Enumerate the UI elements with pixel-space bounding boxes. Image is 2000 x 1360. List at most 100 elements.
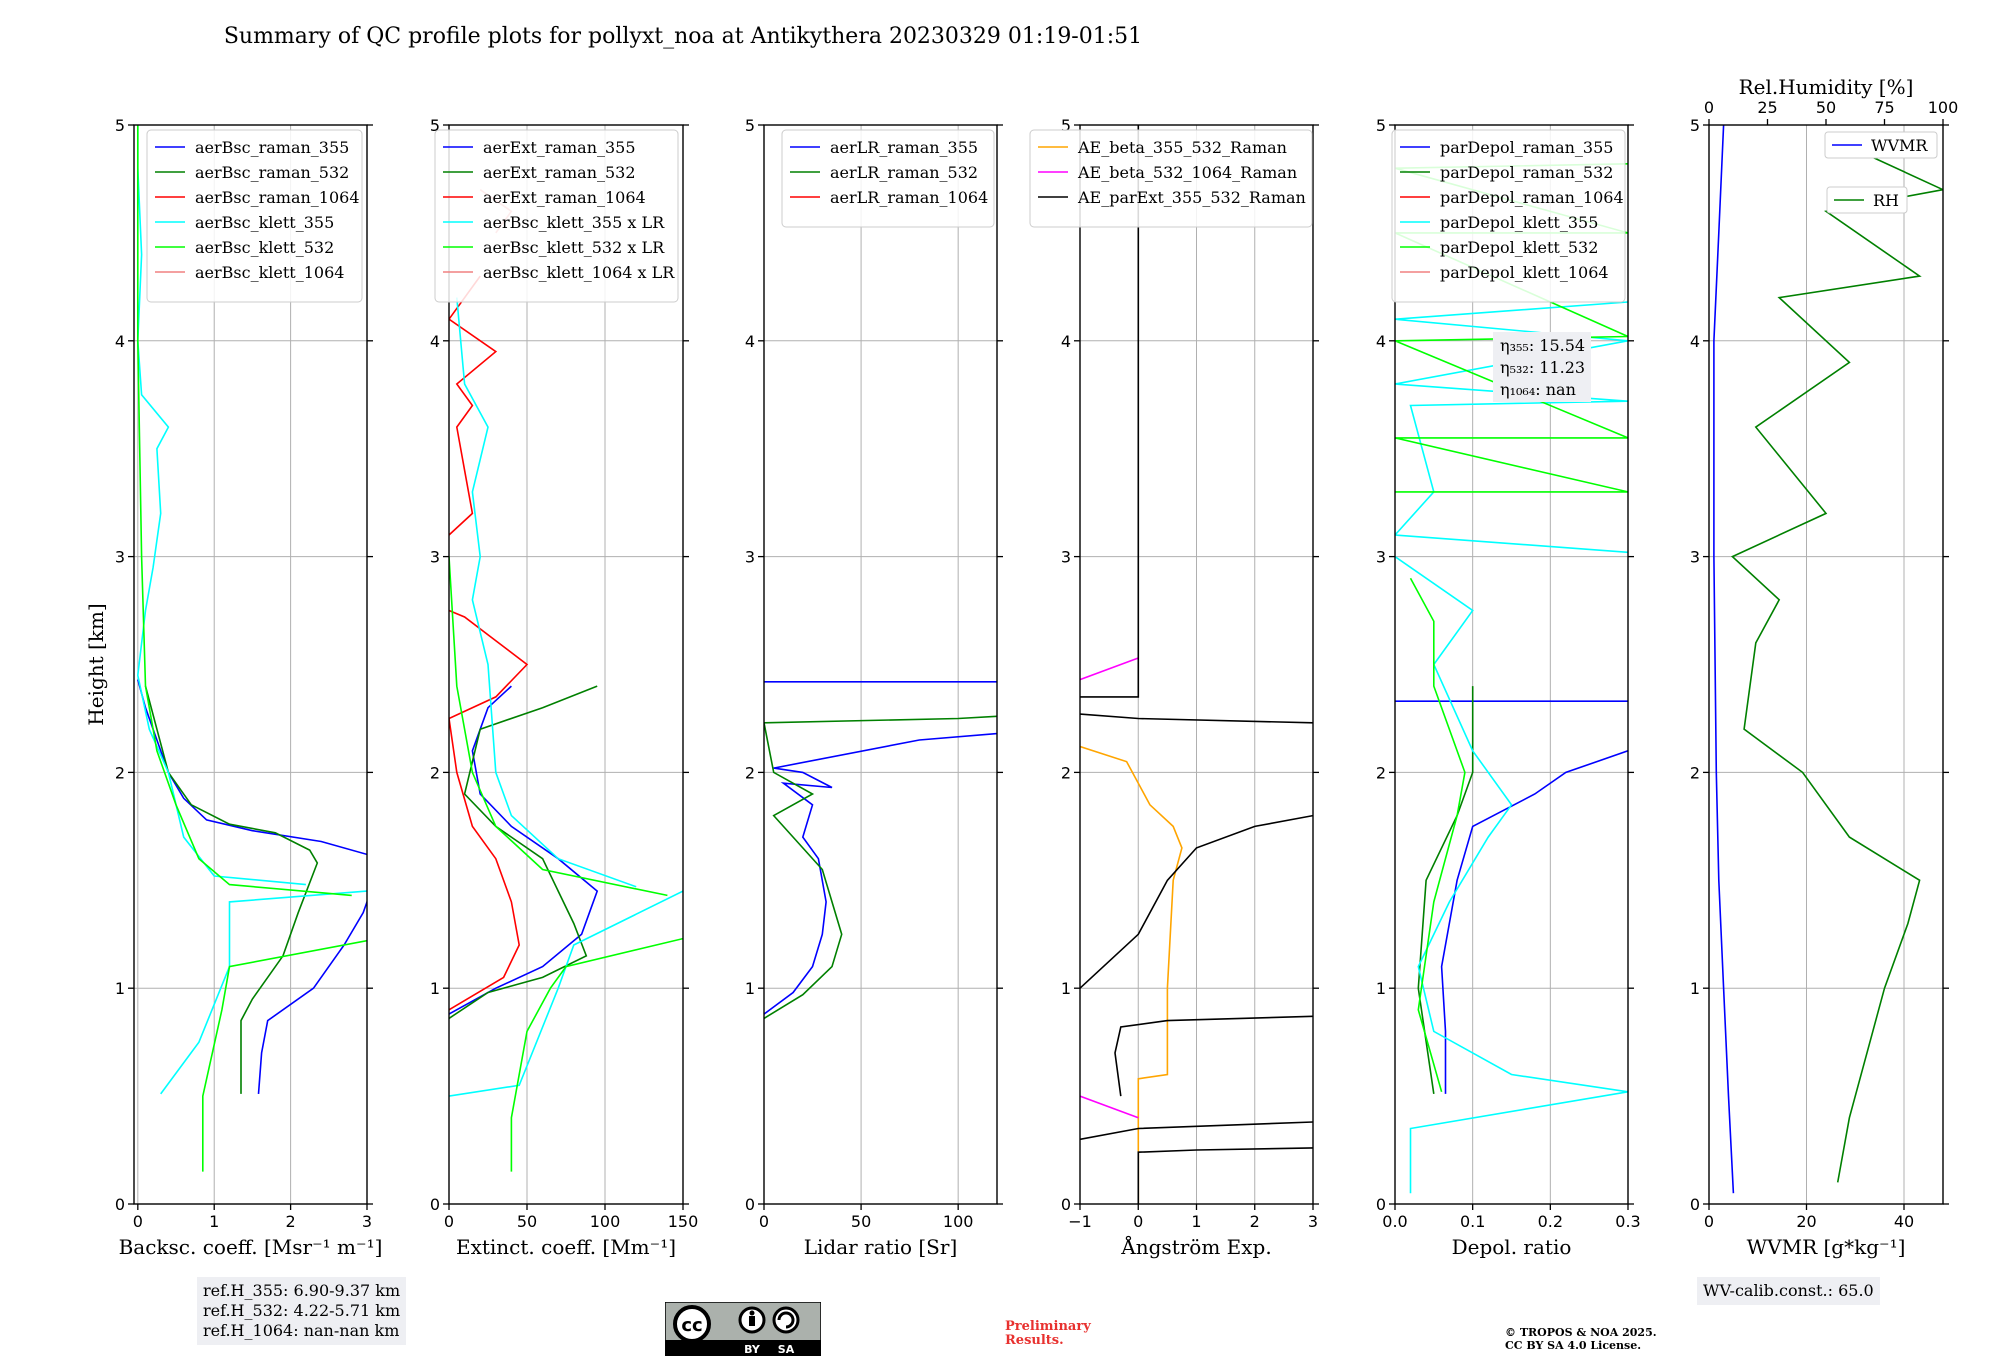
x-tick-label: 100 bbox=[590, 1212, 621, 1231]
y-tick-label: 1 bbox=[1376, 979, 1386, 998]
series-line-WVMR bbox=[1713, 125, 1735, 1194]
panels-group: 0 1 2 3 0 1 2 3 4 5 Backsc. coeff. [Msr⁻¹ m⁻¹] Heig… bbox=[84, 75, 1958, 1259]
x-axis-label: Backsc. coeff. [Msr⁻¹ m⁻¹] bbox=[119, 1235, 383, 1259]
legend-label: aerBsc_raman_1064 bbox=[195, 188, 360, 207]
preliminary-line1: Preliminary bbox=[1005, 1319, 1091, 1334]
legend-label: aerExt_raman_355 bbox=[483, 138, 636, 157]
top-x-tick-label: 50 bbox=[1816, 98, 1836, 117]
figure-title: Summary of QC profile plots for pollyxt_… bbox=[224, 24, 1142, 49]
legend-label: aerBsc_klett_355 x LR bbox=[483, 213, 665, 232]
legend-label: aerBsc_klett_532 x LR bbox=[483, 238, 665, 257]
y-tick-label: 1 bbox=[1061, 979, 1071, 998]
eta-line: η₃₅₅: 15.54 bbox=[1500, 336, 1585, 355]
x-tick-label: 0 bbox=[759, 1212, 769, 1231]
eta-line: η₁₀₆₄: nan bbox=[1500, 380, 1576, 399]
cc-icon-text: cc bbox=[681, 1315, 702, 1336]
y-tick-label: 4 bbox=[745, 332, 755, 351]
series-line-AE_parExt_355_532_Raman bbox=[1080, 125, 1140, 698]
y-tick-label: 3 bbox=[1690, 548, 1700, 567]
x-tick-label: 150 bbox=[668, 1212, 699, 1231]
legend-label: WVMR bbox=[1871, 136, 1928, 155]
preliminary-line2: Results. bbox=[1005, 1333, 1064, 1348]
legend-box bbox=[781, 129, 995, 228]
top-x-tick-label: 0 bbox=[1704, 98, 1714, 117]
legend-label: aerBsc_raman_355 bbox=[195, 138, 349, 157]
y-tick-label: 0 bbox=[1376, 1195, 1386, 1214]
x-tick-label: 1 bbox=[209, 1212, 219, 1231]
legend: aerLR_raman_355 aerLR_raman_532 aerLR_rama… bbox=[781, 129, 995, 228]
copyright-line2: CC BY SA 4.0 License. bbox=[1505, 1339, 1642, 1352]
legend-label: parDepol_raman_355 bbox=[1440, 138, 1613, 157]
top-x-tick-label: 100 bbox=[1928, 98, 1959, 117]
y-tick-label: 0 bbox=[745, 1195, 755, 1214]
y-tick-label: 0 bbox=[1061, 1195, 1071, 1214]
legend-box bbox=[1391, 129, 1626, 303]
legend-label: aerBsc_klett_355 bbox=[195, 213, 334, 232]
series-line-AE_parExt_355_532_Raman bbox=[1137, 1147, 1313, 1204]
y-tick-label: 2 bbox=[1061, 763, 1071, 782]
series-line-parDepol_klett_355 bbox=[1395, 301, 1628, 554]
y-tick-label: 0 bbox=[1690, 1195, 1700, 1214]
y-tick-label: 5 bbox=[115, 116, 125, 135]
series-line-AE_beta_355_532_Raman bbox=[1080, 745, 1183, 1204]
wv-calibration-box: WV-calib.const.: 65.0 bbox=[1697, 1277, 1880, 1305]
y-tick-label: 1 bbox=[745, 979, 755, 998]
x-tick-label: 20 bbox=[1796, 1212, 1816, 1231]
y-tick-label: 3 bbox=[1376, 548, 1386, 567]
series-line-aerBsc_klett_532 x LR bbox=[449, 556, 668, 897]
chart-panel-3: 0 50 100 0 1 2 3 4 5 Lidar ratio [Sr] aerLR_raman_… bbox=[745, 116, 1003, 1259]
ref-height-532: ref.H_532: 4.22-5.71 km bbox=[203, 1301, 401, 1320]
x-tick-label: 40 bbox=[1894, 1212, 1914, 1231]
series-line-parDepol_raman_355 bbox=[1440, 750, 1628, 1094]
x-tick-label: 2 bbox=[1250, 1212, 1260, 1231]
cc-icon bbox=[673, 1305, 711, 1343]
legend-rh: RH bbox=[1826, 186, 1908, 214]
legend-label: AE_parExt_355_532_Raman bbox=[1077, 188, 1306, 207]
y-tick-label: 2 bbox=[1690, 763, 1700, 782]
plot-area bbox=[1713, 125, 1943, 1194]
eta-annotation: η₃₅₅: 15.54 η₅₃₂: 11.23 η₁₀₆₄: nan bbox=[1493, 332, 1591, 402]
plot-area bbox=[449, 189, 683, 1172]
eta-line: η₅₃₂: 11.23 bbox=[1500, 358, 1585, 377]
legend-box bbox=[146, 129, 363, 303]
series-line-aerExt_raman_1064 bbox=[449, 275, 498, 536]
x-axis-label: Extinct. coeff. [Mm⁻¹] bbox=[456, 1235, 676, 1259]
ref-height-1064: ref.H_1064: nan-nan km bbox=[203, 1321, 400, 1340]
top-x-tick-label: 25 bbox=[1757, 98, 1777, 117]
y-tick-label: 0 bbox=[115, 1195, 125, 1214]
plot-area bbox=[1395, 163, 1628, 1194]
y-tick-label: 4 bbox=[1061, 332, 1071, 351]
series-line-aerExt_raman_532 bbox=[449, 685, 598, 1020]
x-tick-label: 0 bbox=[1704, 1212, 1714, 1231]
y-tick-label: 3 bbox=[745, 548, 755, 567]
ref-height-355: ref.H_355: 6.90-9.37 km bbox=[203, 1281, 401, 1300]
series-line-aerLR_raman_532 bbox=[764, 715, 997, 1020]
series-line-aerBsc_raman_355 bbox=[137, 679, 367, 856]
y-tick-label: 2 bbox=[745, 763, 755, 782]
x-tick-label: 0.2 bbox=[1538, 1212, 1563, 1231]
series-line-parDepol_klett_355 bbox=[1395, 555, 1628, 1194]
series-line-aerBsc_klett_355 bbox=[160, 890, 367, 1095]
x-tick-label: 3 bbox=[362, 1212, 372, 1231]
series-line-aerExt_raman_355 bbox=[449, 685, 599, 1015]
cc-license-badge[interactable]: cc BY SA bbox=[665, 1302, 821, 1356]
top-x-tick-label: 75 bbox=[1874, 98, 1894, 117]
legend-label: parDepol_klett_1064 bbox=[1440, 263, 1609, 282]
axes-frame bbox=[763, 124, 998, 1205]
y-tick-label: 5 bbox=[1376, 116, 1386, 135]
legend-box bbox=[1824, 131, 1938, 159]
series-line-AE_parExt_355_532_Raman bbox=[1080, 713, 1313, 724]
series-line-parDepol_raman_532 bbox=[1417, 686, 1474, 1095]
reference-height-box: ref.H_355: 6.90-9.37 km ref.H_532: 4.22-… bbox=[197, 1277, 407, 1345]
x-tick-label: 1 bbox=[1191, 1212, 1201, 1231]
series-line-AE_parExt_355_532_Raman bbox=[1114, 1015, 1313, 1097]
series-line-AE_parExt_355_532_Raman bbox=[1080, 1121, 1313, 1141]
y-tick-label: 4 bbox=[1690, 332, 1700, 351]
sa-label: SA bbox=[778, 1343, 795, 1356]
y-tick-label: 3 bbox=[115, 548, 125, 567]
series-line-AE_beta_532_1064_Raman bbox=[1080, 657, 1139, 681]
y-tick-label: 3 bbox=[430, 548, 440, 567]
series-line-parDepol_klett_532 bbox=[1409, 577, 1466, 1093]
legend-label: aerBsc_klett_532 bbox=[195, 238, 334, 257]
